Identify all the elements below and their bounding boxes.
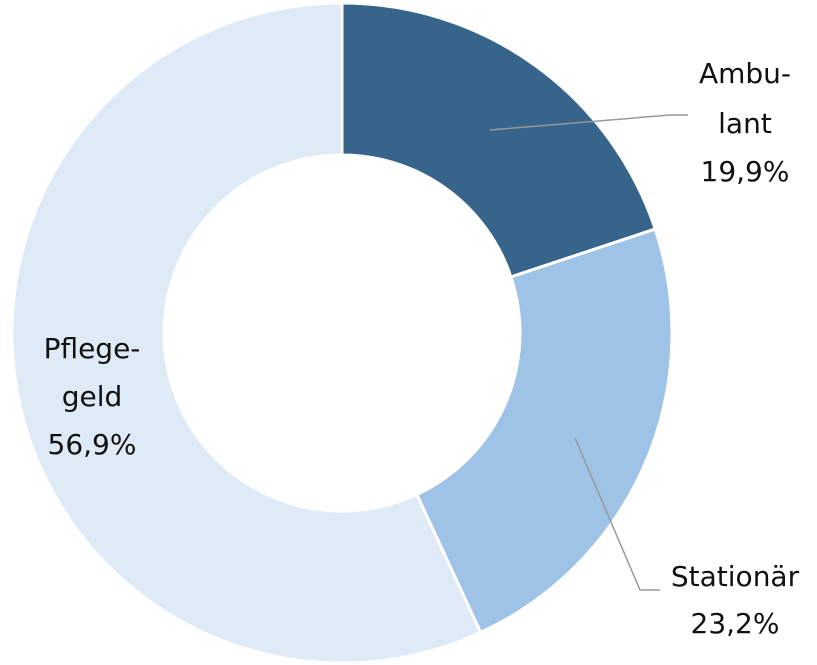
label-line: Stationär [671, 560, 800, 593]
label-line: Ambu- [699, 57, 791, 90]
donut-segment [340, 1, 658, 279]
value-label: 23,2% [691, 607, 780, 640]
donut-segment [414, 227, 674, 635]
category-label: Pflege-geld [44, 332, 141, 413]
label-line: geld [62, 380, 123, 413]
value-label: 19,9% [701, 155, 790, 188]
category-label: Ambu-lant [699, 57, 791, 140]
leader-line [574, 437, 660, 591]
label-line: Pflege- [44, 332, 141, 365]
value-label: 56,9% [48, 428, 137, 461]
donut-segment [10, 1, 483, 665]
leader-line [489, 114, 688, 131]
label-line: lant [718, 107, 772, 140]
category-label: Stationär [671, 560, 800, 593]
